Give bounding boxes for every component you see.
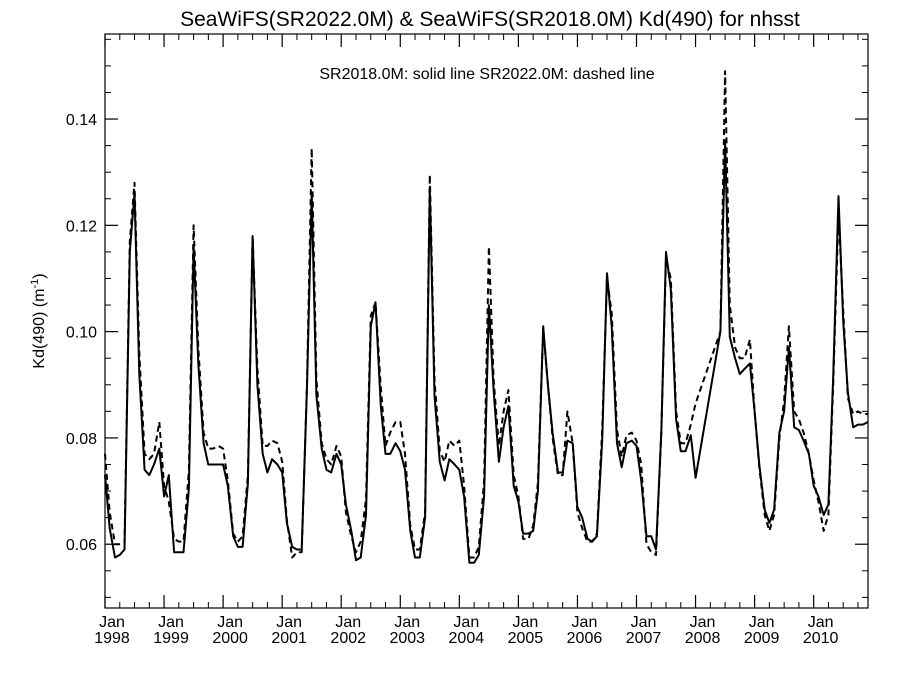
legend-annotation: SR2018.0M: solid line SR2022.0M: dashed … [319, 66, 654, 83]
x-tick-year: 2005 [508, 630, 544, 647]
x-tick-month: Jan [276, 614, 302, 631]
y-tick-label: 0.06 [66, 537, 97, 554]
x-tick-month: Jan [749, 614, 775, 631]
y-axis-label-text: Kd(490) (m [31, 289, 48, 369]
axis-ticks: 0.060.080.100.120.14Jan1998Jan1999Jan200… [66, 34, 868, 647]
x-tick-month: Jan [690, 614, 716, 631]
x-tick-month: Jan [335, 614, 361, 631]
y-axis-label-close: ) [31, 273, 48, 278]
y-tick-label: 0.10 [66, 325, 97, 342]
x-tick-year: 1998 [94, 630, 130, 647]
x-tick-month: Jan [453, 614, 479, 631]
x-tick-month: Jan [99, 614, 125, 631]
chart-title: SeaWiFS(SR2022.0M) & SeaWiFS(SR2018.0M) … [180, 8, 800, 31]
y-tick-label: 0.12 [66, 218, 97, 235]
x-tick-year: 2003 [389, 630, 425, 647]
x-tick-year: 2001 [271, 630, 307, 647]
x-tick-year: 2007 [626, 630, 662, 647]
x-tick-year: 2008 [685, 630, 721, 647]
y-tick-label: 0.08 [66, 431, 97, 448]
series-line-sr2018-0m [104, 139, 869, 564]
series-line-sr2022-0m [104, 70, 868, 559]
x-tick-month: Jan [572, 614, 598, 631]
x-tick-month: Jan [158, 614, 184, 631]
x-tick-year: 2004 [449, 630, 485, 647]
x-tick-month: Jan [808, 614, 834, 631]
y-axis-label-exponent: -1 [29, 279, 41, 289]
x-tick-year: 2010 [803, 630, 839, 647]
x-tick-month: Jan [394, 614, 420, 631]
x-tick-month: Jan [217, 614, 243, 631]
x-tick-month: Jan [631, 614, 657, 631]
plot-frame [104, 33, 869, 609]
y-tick-label: 0.14 [66, 112, 97, 129]
x-tick-year: 2006 [567, 630, 603, 647]
x-tick-year: 2002 [330, 630, 366, 647]
x-tick-year: 2000 [212, 630, 248, 647]
x-tick-year: 2009 [744, 630, 780, 647]
x-tick-month: Jan [512, 614, 538, 631]
y-axis-label: Kd(490) (m-1) [29, 273, 48, 368]
x-tick-year: 1999 [153, 630, 189, 647]
series-layer [104, 70, 869, 564]
